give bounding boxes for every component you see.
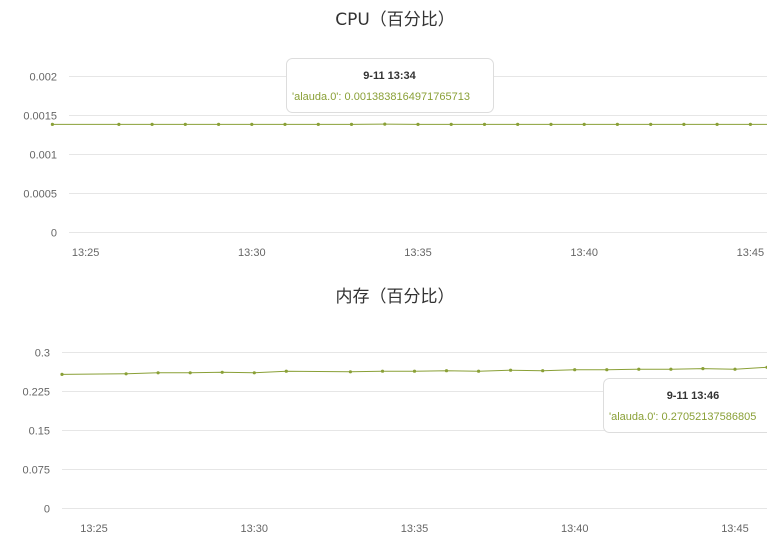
data-point[interactable] bbox=[156, 371, 160, 375]
data-point[interactable] bbox=[733, 367, 737, 371]
data-point[interactable] bbox=[541, 369, 545, 373]
data-point[interactable] bbox=[383, 122, 387, 126]
data-point[interactable] bbox=[715, 122, 719, 126]
y-tick-label: 0.3 bbox=[35, 348, 50, 360]
y-tick-label: 0.225 bbox=[22, 387, 50, 399]
x-tick-label: 13:25 bbox=[72, 247, 100, 259]
data-point[interactable] bbox=[605, 368, 609, 372]
data-point[interactable] bbox=[701, 367, 705, 371]
x-tick-label: 13:45 bbox=[737, 247, 765, 259]
data-point[interactable] bbox=[380, 369, 385, 373]
y-tick-label: 0.15 bbox=[29, 426, 50, 438]
x-tick-label: 13:30 bbox=[241, 523, 269, 535]
y-tick-label: 0 bbox=[51, 228, 57, 240]
data-point[interactable] bbox=[117, 122, 121, 126]
x-tick-label: 13:45 bbox=[721, 523, 749, 535]
data-point[interactable] bbox=[220, 370, 224, 374]
data-point[interactable] bbox=[283, 122, 287, 126]
x-tick-label: 13:35 bbox=[401, 523, 429, 535]
tooltip-separator: : bbox=[655, 411, 661, 423]
cpu-chart: CPU（百分比） 0.002 0.0015 0.001 0.0005 0 13:25 13:… bbox=[23, 10, 767, 259]
y-tick-label: 0.0015 bbox=[23, 111, 57, 123]
data-point[interactable] bbox=[416, 122, 420, 126]
y-tick-label: 0.075 bbox=[22, 465, 50, 477]
data-point[interactable] bbox=[509, 368, 513, 372]
data-point[interactable] bbox=[682, 122, 686, 126]
data-point[interactable] bbox=[477, 369, 481, 373]
data-point[interactable] bbox=[316, 122, 320, 126]
data-point[interactable] bbox=[188, 371, 192, 375]
data-point[interactable] bbox=[748, 122, 753, 126]
data-point[interactable] bbox=[516, 122, 520, 126]
y-tick-label: 0.0005 bbox=[23, 189, 57, 201]
tooltip-value: 'alauda.0': 0.0013838164971765713 bbox=[292, 91, 470, 103]
data-point[interactable] bbox=[150, 122, 154, 126]
data-point[interactable] bbox=[183, 122, 187, 126]
tooltip-header: 9-11 13:34 bbox=[363, 70, 416, 82]
tooltip-series-name: 'alauda.0' bbox=[292, 91, 338, 103]
data-point[interactable] bbox=[348, 370, 352, 374]
data-point[interactable] bbox=[649, 122, 653, 126]
data-point[interactable] bbox=[349, 122, 354, 126]
tooltip-value: 'alauda.0': 0.27052137586805 bbox=[609, 411, 756, 423]
data-point[interactable] bbox=[582, 122, 586, 126]
tooltip-header: 9-11 13:46 bbox=[667, 390, 720, 402]
tooltip-number: 0.0013838164971765713 bbox=[345, 91, 470, 103]
x-tick-label: 13:30 bbox=[238, 247, 266, 259]
data-point[interactable] bbox=[549, 122, 553, 126]
data-point[interactable] bbox=[250, 122, 254, 126]
y-tick-label: 0.002 bbox=[29, 72, 57, 84]
data-point[interactable] bbox=[412, 369, 417, 373]
tooltip-series-name: 'alauda.0' bbox=[609, 411, 655, 423]
data-point[interactable] bbox=[615, 122, 620, 126]
tooltip-number: 0.27052137586805 bbox=[662, 411, 757, 423]
data-point[interactable] bbox=[669, 367, 673, 371]
data-point[interactable] bbox=[217, 122, 221, 126]
y-tick-label: 0.001 bbox=[29, 150, 57, 162]
tooltip-box bbox=[286, 58, 494, 113]
data-point[interactable] bbox=[124, 372, 128, 376]
data-point[interactable] bbox=[637, 367, 641, 371]
x-tick-label: 13:35 bbox=[404, 247, 432, 259]
x-tick-label: 13:40 bbox=[561, 523, 589, 535]
data-point[interactable] bbox=[573, 368, 577, 372]
x-tick-label: 13:40 bbox=[570, 247, 598, 259]
data-point[interactable] bbox=[284, 369, 288, 373]
data-point[interactable] bbox=[482, 122, 487, 126]
memory-chart-title: 内存（百分比） bbox=[336, 287, 455, 307]
tooltip-separator: : bbox=[338, 91, 344, 103]
cpu-chart-title: CPU（百分比） bbox=[335, 10, 455, 30]
tooltip-box bbox=[603, 378, 767, 433]
x-tick-label: 13:25 bbox=[80, 523, 108, 535]
data-point[interactable] bbox=[252, 371, 256, 375]
y-tick-label: 0 bbox=[44, 504, 50, 516]
data-point[interactable] bbox=[60, 372, 64, 376]
data-point[interactable] bbox=[449, 122, 453, 126]
data-point[interactable] bbox=[50, 122, 55, 126]
data-point[interactable] bbox=[444, 369, 449, 373]
memory-chart: 内存（百分比） 0.3 0.225 0.15 0.075 0 13:25 13:30 13:3… bbox=[22, 287, 767, 535]
